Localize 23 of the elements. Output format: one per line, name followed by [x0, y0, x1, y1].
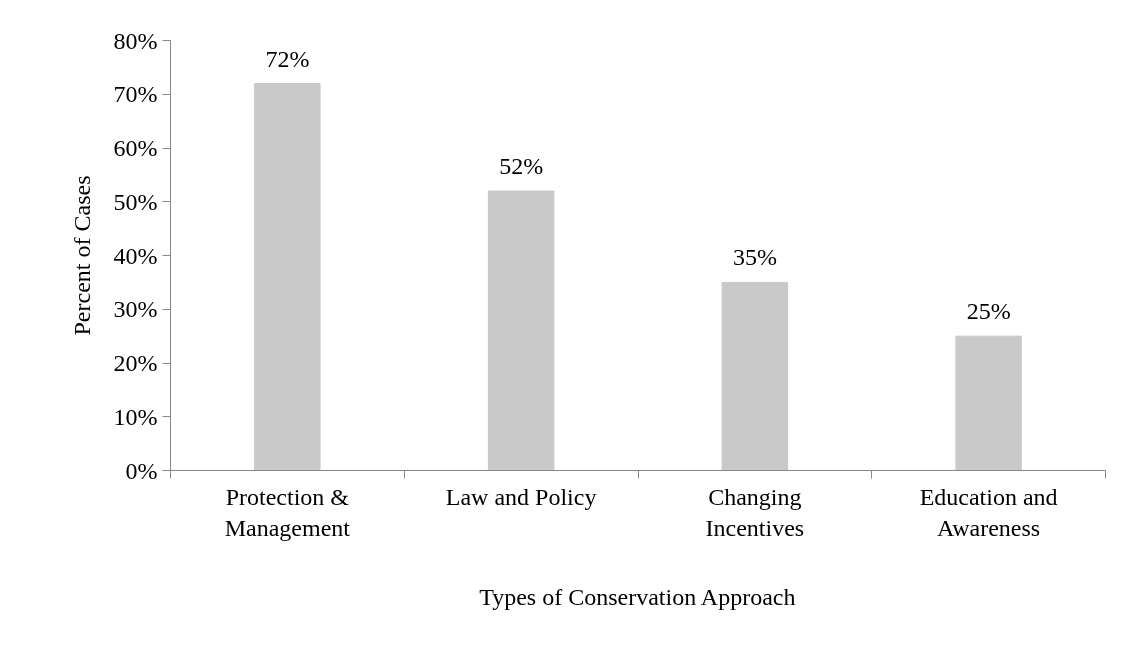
x-axis-title: Types of Conservation Approach [479, 583, 796, 610]
data-label: 35% [732, 244, 777, 271]
bar [955, 335, 1022, 471]
y-tick-label: 60% [113, 135, 158, 161]
data-label: 25% [966, 298, 1011, 325]
bar [254, 83, 321, 471]
y-tick-label: 80% [113, 27, 158, 54]
bar [487, 190, 555, 471]
y-axis-title: Percent of Cases [68, 175, 95, 336]
y-tick-label: 30% [113, 296, 158, 323]
x-tick-label: Protection & Management [224, 483, 351, 541]
x-tick-label: Changing Incentives [705, 483, 805, 541]
y-tick-label: 10% [113, 403, 158, 430]
x-tick-label: Law and Policy [445, 483, 597, 510]
y-tick-label: 70% [113, 81, 158, 108]
y-tick-label: 40% [113, 242, 158, 269]
data-label: 72% [265, 45, 310, 72]
bar [721, 281, 789, 471]
data-label: 52% [499, 153, 544, 179]
y-tick-label: 50% [113, 188, 158, 215]
y-tick-label: 20% [113, 350, 158, 376]
x-tick-label: Education and Awareness [919, 483, 1058, 541]
y-tick-label: 0% [125, 457, 158, 484]
